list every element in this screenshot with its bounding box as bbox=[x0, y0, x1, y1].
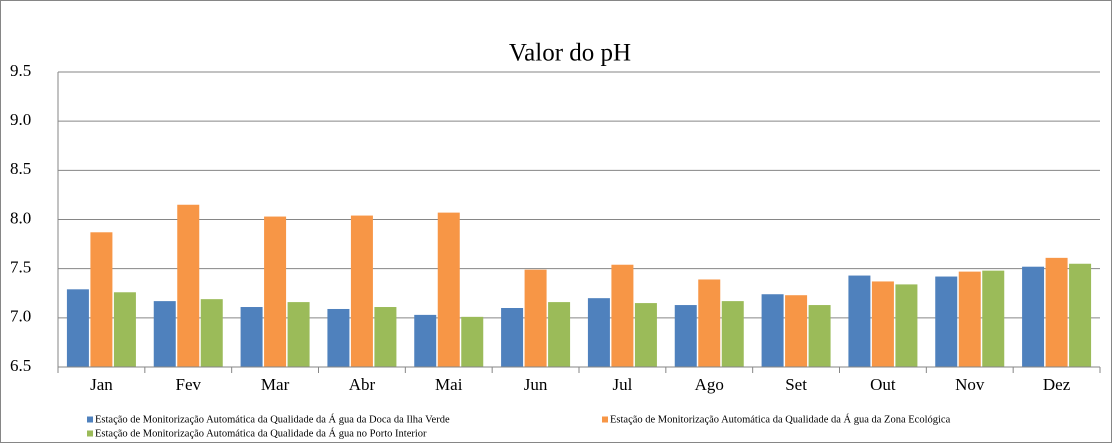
bar bbox=[611, 264, 634, 367]
legend-label: Estação de Monitorização Automática da Q… bbox=[610, 413, 951, 425]
bar bbox=[177, 204, 200, 367]
bar bbox=[66, 289, 89, 367]
bar bbox=[848, 275, 871, 367]
bar bbox=[761, 294, 784, 367]
bar bbox=[437, 212, 460, 367]
bar bbox=[587, 298, 610, 367]
bar bbox=[871, 281, 894, 367]
bar bbox=[113, 292, 136, 367]
legend-swatch bbox=[602, 416, 608, 423]
bar bbox=[674, 305, 697, 367]
x-tick-label: Jul bbox=[612, 375, 632, 394]
bar bbox=[350, 215, 373, 367]
x-tick-label: Ago bbox=[695, 375, 724, 394]
y-tick-label: 8.0 bbox=[10, 208, 31, 227]
legend-swatch bbox=[87, 430, 93, 437]
bar bbox=[501, 308, 524, 367]
bar bbox=[895, 284, 918, 367]
bar bbox=[414, 314, 437, 367]
bar bbox=[200, 299, 223, 367]
bar bbox=[461, 316, 484, 367]
bar bbox=[958, 271, 981, 367]
chart-title: Valor do pH bbox=[509, 40, 631, 67]
y-tick-label: 8.5 bbox=[10, 159, 31, 178]
x-tick-label: Set bbox=[785, 375, 807, 394]
x-tick-label: Mar bbox=[261, 375, 290, 394]
bar bbox=[1045, 257, 1068, 367]
legend-label: Estação de Monitorização Automática da Q… bbox=[95, 413, 450, 425]
x-tick-label: Abr bbox=[349, 375, 376, 394]
bar bbox=[698, 279, 721, 367]
bar bbox=[327, 308, 350, 367]
bar bbox=[808, 305, 831, 367]
bar bbox=[374, 307, 397, 367]
y-tick-label: 9.5 bbox=[10, 61, 31, 80]
bar bbox=[287, 302, 310, 367]
bar bbox=[982, 270, 1005, 367]
bar bbox=[1069, 263, 1092, 367]
bar bbox=[264, 216, 287, 367]
bar bbox=[721, 301, 744, 367]
legend-swatch bbox=[87, 416, 93, 423]
bar bbox=[524, 269, 547, 367]
x-tick-label: Mai bbox=[435, 375, 463, 394]
x-tick-label: Dez bbox=[1043, 375, 1071, 394]
x-tick-label: Out bbox=[870, 375, 896, 394]
legend-label: Estação de Monitorização Automática da Q… bbox=[95, 427, 427, 439]
y-tick-label: 9.0 bbox=[10, 110, 31, 129]
y-tick-label: 7.5 bbox=[10, 258, 31, 277]
x-tick-label: Nov bbox=[955, 375, 985, 394]
bar bbox=[240, 307, 263, 367]
bar bbox=[548, 302, 571, 367]
bar bbox=[1022, 266, 1045, 367]
bar bbox=[634, 303, 657, 367]
bar bbox=[935, 276, 958, 367]
x-tick-label: Jan bbox=[90, 375, 113, 394]
bar bbox=[90, 232, 113, 367]
bar bbox=[153, 301, 176, 367]
y-tick-label: 7.0 bbox=[10, 307, 31, 326]
y-tick-label: 6.5 bbox=[10, 356, 31, 375]
x-tick-label: Fev bbox=[176, 375, 202, 394]
x-tick-label: Jun bbox=[524, 375, 548, 394]
bar bbox=[785, 295, 808, 367]
